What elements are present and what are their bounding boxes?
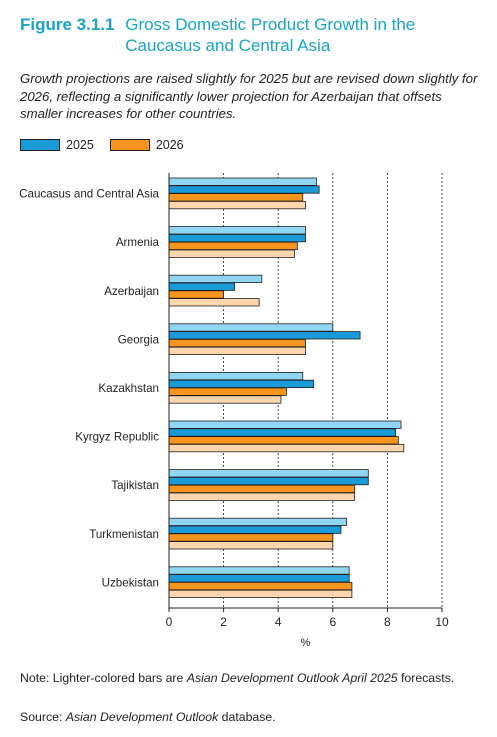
bar-2025-prev-5 bbox=[168, 420, 402, 429]
bar-2025-4 bbox=[168, 379, 315, 388]
bar-2026-prev-3 bbox=[168, 346, 306, 355]
source-italic: Asian Development Outlook bbox=[65, 710, 219, 724]
bar-2025-prev-1 bbox=[168, 226, 306, 235]
bar-2026-prev-0 bbox=[168, 201, 306, 210]
category-label-3: Georgia bbox=[118, 333, 160, 346]
legend-swatch-2026 bbox=[109, 139, 150, 151]
x-tick-label-2: 2 bbox=[220, 615, 227, 629]
x-tick-label-8: 8 bbox=[384, 615, 391, 629]
bar-2026-prev-5 bbox=[168, 443, 405, 453]
bar-2026-prev-7 bbox=[168, 541, 334, 550]
category-label-8: Uzbekistan bbox=[102, 576, 159, 589]
figure-subtitle: Growth projections are raised slightly f… bbox=[20, 71, 478, 121]
x-tick-label-4: 4 bbox=[275, 615, 282, 629]
x-tick-label-6: 6 bbox=[329, 615, 336, 629]
bar-2025-7 bbox=[168, 525, 342, 534]
legend-label-2025: 2025 bbox=[66, 138, 94, 152]
category-label-2: Azerbaijan bbox=[104, 285, 159, 298]
bar-chart: Caucasus and Central Asia Armenia Azerbaij… bbox=[19, 173, 449, 649]
note-suffix: forecasts. bbox=[397, 671, 455, 685]
note-prefix: Note: Lighter-colored bars are bbox=[20, 671, 187, 685]
bar-2026-8 bbox=[168, 581, 353, 591]
x-tick-label-10: 10 bbox=[435, 615, 449, 629]
bar-2026-6 bbox=[168, 484, 356, 494]
chart-legend: 2025 2026 bbox=[20, 137, 200, 153]
figure-title: Figure 3.1.1 Gross Domestic Product Grow… bbox=[20, 14, 480, 56]
category-label-0: Caucasus and Central Asia bbox=[19, 188, 159, 201]
bar-2026-1 bbox=[168, 241, 298, 250]
bar-2025-prev-7 bbox=[168, 517, 347, 527]
bar-2026-prev-2 bbox=[168, 298, 260, 307]
bar-2025-8 bbox=[168, 574, 350, 583]
bar-2026-5 bbox=[168, 436, 399, 445]
bar-2026-prev-4 bbox=[168, 395, 282, 404]
bar-2026-3 bbox=[168, 338, 306, 348]
bar-2026-prev-8 bbox=[168, 589, 353, 599]
x-axis-label: % bbox=[301, 637, 311, 649]
category-label-5: Kyrgyz Republic bbox=[75, 431, 159, 444]
category-label-6: Tajikistan bbox=[111, 479, 159, 492]
bar-2025-prev-4 bbox=[168, 371, 304, 381]
bar-2026-0 bbox=[168, 193, 304, 202]
legend-item-2025: 2025 bbox=[20, 138, 94, 152]
bar-2025-2 bbox=[168, 282, 235, 291]
category-label-4: Kazakhstan bbox=[98, 382, 159, 395]
bar-2025-1 bbox=[168, 234, 306, 243]
category-label-7: Turkmenistan bbox=[89, 528, 159, 541]
bar-2026-prev-1 bbox=[168, 249, 295, 258]
bar-2025-prev-8 bbox=[168, 566, 350, 575]
note-italic: Asian Development Outlook April 2025 bbox=[186, 671, 398, 685]
chart-source: Source: Asian Development Outlook databa… bbox=[20, 710, 276, 724]
bar-2025-prev-3 bbox=[168, 323, 334, 332]
bar-2025-prev-2 bbox=[168, 274, 263, 283]
bar-2025-prev-6 bbox=[168, 469, 369, 478]
x-tick-label-0: 0 bbox=[166, 615, 173, 629]
bar-2025-0 bbox=[168, 185, 320, 194]
legend-label-2026: 2026 bbox=[155, 138, 184, 152]
category-label-1: Armenia bbox=[116, 236, 160, 249]
source-suffix: database. bbox=[218, 710, 276, 724]
bar-2025-5 bbox=[168, 428, 396, 437]
bar-2026-prev-6 bbox=[168, 492, 356, 501]
legend-swatch-2025 bbox=[20, 139, 60, 151]
bar-2026-7 bbox=[168, 533, 334, 542]
bar-2025-6 bbox=[168, 476, 369, 486]
bar-2025-prev-0 bbox=[168, 177, 317, 186]
figure-number: Figure 3.1.1 bbox=[20, 15, 115, 34]
legend-item-2026: 2026 bbox=[109, 138, 184, 152]
figure-title-text: Gross Domestic Product Growth in the Cau… bbox=[125, 15, 416, 55]
source-prefix: Source: bbox=[20, 710, 66, 724]
chart-note: Note: Lighter-colored bars are Asian Dev… bbox=[20, 670, 460, 687]
bar-2026-4 bbox=[168, 387, 287, 396]
bar-2025-3 bbox=[168, 331, 361, 340]
bar-2026-2 bbox=[168, 290, 224, 299]
